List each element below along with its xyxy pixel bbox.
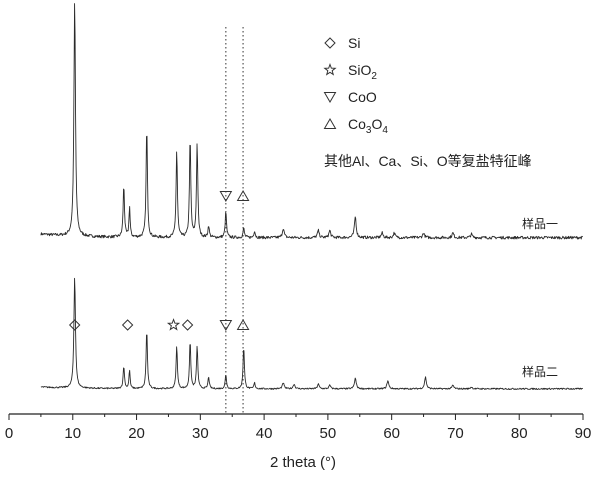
triangle-up-annotation-marker: [236, 319, 250, 330]
legend-triangle-up-icon: [323, 118, 337, 129]
diamond-annotation-marker: [181, 319, 194, 331]
x-tick-label-60: 60: [383, 425, 400, 442]
triangle-down-annotation-marker: [219, 191, 233, 202]
legend-label-text: SiO: [348, 62, 371, 78]
legend-label-text: Co: [348, 116, 366, 132]
x-axis-title: 2 theta (°): [270, 454, 336, 471]
x-tick-label-80: 80: [511, 425, 528, 442]
legend-label-tail: O: [371, 116, 382, 132]
legend-triangle-down-icon: [323, 92, 337, 103]
x-tick-label-90: 90: [575, 425, 592, 442]
legend-label-1: Si: [348, 35, 360, 51]
x-tick-label-50: 50: [320, 425, 337, 442]
star-annotation-marker: [166, 318, 181, 331]
legend-label-text: Si: [348, 35, 360, 51]
series-label-2: 样品二: [522, 364, 558, 379]
legend-diamond-icon: [324, 37, 336, 49]
series-label-1: 样品一: [522, 216, 558, 231]
x-tick-label-30: 30: [192, 425, 209, 442]
legend-subscript: 2: [371, 71, 377, 82]
triangle-down-annotation-marker: [219, 320, 233, 331]
legend-label-2: SiO2: [348, 62, 377, 82]
diamond-annotation-marker: [121, 319, 134, 331]
legend-subscript: 3: [366, 125, 372, 136]
legend-star-icon: [323, 63, 337, 76]
legend-label-4: Co3O4: [348, 116, 388, 136]
x-tick-label-10: 10: [64, 425, 81, 442]
legend-label-text: CoO: [348, 89, 377, 105]
legend-subscript-2: 4: [382, 125, 388, 136]
triangle-up-annotation-marker: [236, 190, 250, 201]
diamond-annotation-marker: [68, 319, 81, 331]
x-tick-label-20: 20: [128, 425, 145, 442]
legend-note: 其他Al、Ca、Si、O等复盐特征峰: [324, 153, 532, 169]
series-trace-1: [40, 3, 584, 240]
x-tick-label-70: 70: [447, 425, 464, 442]
x-tick-label-0: 0: [5, 425, 13, 442]
x-tick-label-40: 40: [256, 425, 273, 442]
legend-label-3: CoO: [348, 89, 377, 105]
series-trace-2: [40, 277, 584, 390]
